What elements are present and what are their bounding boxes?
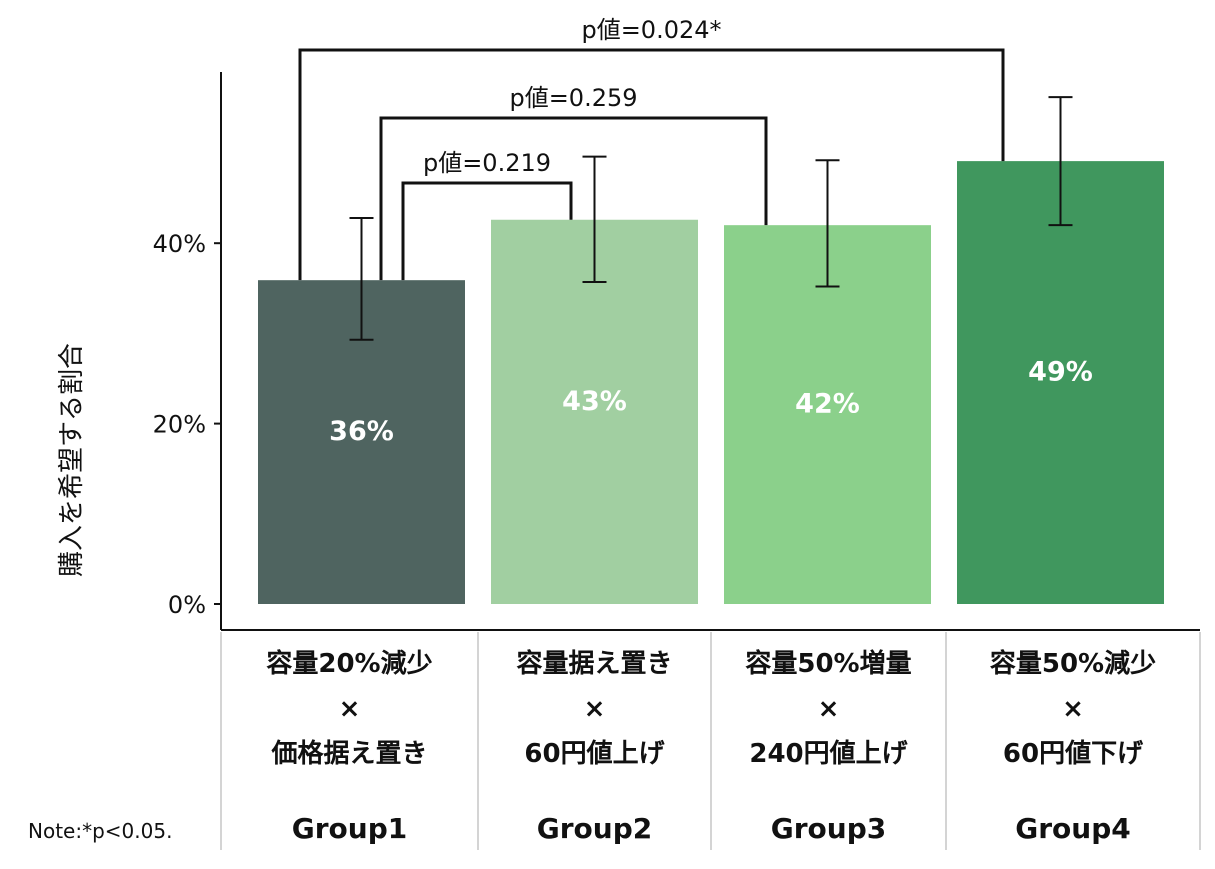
data-label: 42% — [795, 389, 860, 420]
y-tick-label: 20% — [153, 411, 206, 439]
category-label-line: 容量20%減少 — [266, 648, 432, 679]
category-label-line: × — [1062, 694, 1084, 724]
bar-3 — [724, 225, 931, 604]
category-label-line: × — [584, 694, 606, 724]
group-label: Group3 — [771, 812, 887, 845]
significance-bracket — [298, 48, 1005, 281]
category-label-line: 60円値下げ — [1003, 739, 1144, 769]
note-text: Note:*p<0.05. — [28, 819, 172, 843]
y-axis-label: 購入を希望する割合 — [57, 343, 87, 577]
significance-bracket — [379, 116, 768, 281]
data-label: 49% — [1028, 357, 1093, 388]
p-value-label: p値=0.219 — [423, 149, 551, 177]
bar-2 — [491, 219, 698, 605]
p-value-label: p値=0.024* — [581, 16, 721, 44]
y-tick-label: 0% — [168, 591, 206, 619]
category-label-line: × — [339, 694, 361, 724]
significance-bracket — [401, 181, 573, 281]
category-label-line: 容量50%増量 — [745, 648, 911, 679]
group-label: Group1 — [292, 812, 408, 845]
group-label: Group2 — [537, 812, 653, 845]
y-tick-label: 40% — [153, 230, 206, 258]
data-label: 43% — [562, 386, 627, 417]
category-label-line: × — [818, 694, 840, 724]
bar-4 — [957, 161, 1164, 605]
category-label-line: 60円値上げ — [524, 739, 665, 769]
p-value-label: p値=0.259 — [509, 84, 637, 112]
category-label-line: 容量50%減少 — [990, 648, 1156, 679]
category-label-line: 価格据え置き — [270, 738, 427, 769]
category-label-line: 240円値上げ — [749, 739, 908, 769]
category-label-line: 容量据え置き — [516, 648, 672, 679]
group-label: Group4 — [1015, 812, 1131, 845]
data-label: 36% — [329, 416, 394, 447]
